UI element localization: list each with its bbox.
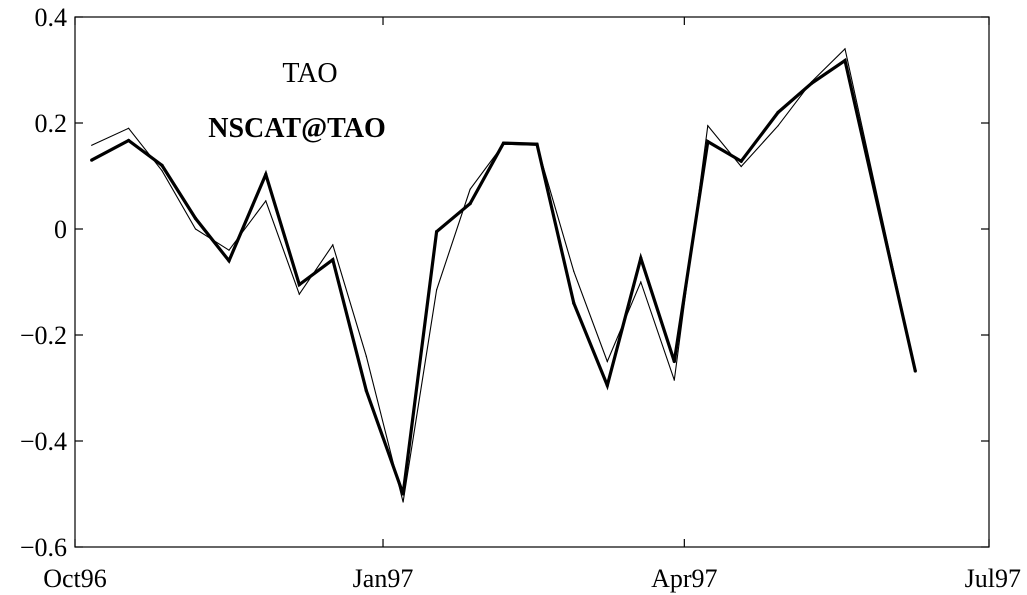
data-point-nscat-tao [913, 369, 917, 373]
data-point-nscat-tao [90, 158, 94, 162]
data-point-tao [128, 127, 130, 129]
y-tick-label: −0.2 [20, 321, 67, 350]
data-point-nscat-tao [227, 259, 231, 263]
y-tick-label: −0.4 [20, 427, 67, 456]
x-tick-label: Apr97 [651, 564, 717, 593]
data-point-nscat-tao [605, 383, 609, 387]
data-point-tao [573, 270, 575, 272]
data-point-nscat-tao [810, 81, 814, 85]
data-point-nscat-tao [639, 256, 643, 260]
legend-entry-tao: TAO [282, 58, 337, 89]
data-point-nscat-tao [297, 283, 301, 287]
legend: TAO NSCAT@TAO [208, 58, 385, 144]
data-point-nscat-tao [468, 202, 472, 206]
series-line-tao [91, 47, 916, 503]
data-point-nscat-tao [843, 58, 847, 63]
data-point-tao [228, 249, 230, 251]
data-point-nscat-tao [401, 492, 405, 496]
data-point-tao [606, 360, 608, 363]
data-point-nscat-tao [535, 142, 539, 146]
legend-entry-nscat-tao: NSCAT@TAO [208, 113, 385, 144]
data-point-tao [469, 188, 471, 190]
x-axis: Oct96 Jan97 Apr97 Jul97 [43, 17, 1021, 593]
series-line-nscat-tao [90, 57, 917, 495]
data-point-nscat-tao [776, 110, 780, 114]
data-point-tao [332, 244, 334, 246]
data-point-nscat-tao [127, 138, 131, 143]
y-tick-label: 0.2 [35, 109, 68, 138]
x-tick-label: Oct96 [43, 564, 107, 593]
data-point-tao [707, 125, 709, 127]
data-point-nscat-tao [706, 140, 710, 144]
plot-frame [74, 16, 990, 548]
y-tick-label: 0 [54, 215, 67, 244]
data-point-nscat-tao [672, 359, 676, 364]
data-point-nscat-tao [739, 159, 743, 163]
data-point-nscat-tao [572, 301, 576, 305]
data-point-tao [298, 293, 300, 295]
data-point-nscat-tao [160, 163, 164, 167]
data-point-nscat-tao [264, 172, 268, 176]
data-point-tao [194, 228, 197, 230]
y-axis: 0.4 0.2 0 −0.2 −0.4 −0.6 [20, 3, 989, 562]
x-tick-label: Jan97 [353, 564, 414, 593]
data-point-tao [161, 170, 163, 172]
data-point-tao [91, 144, 93, 146]
y-tick-label: −0.6 [20, 533, 67, 562]
data-point-nscat-tao [331, 258, 335, 262]
x-tick-label: Jul97 [965, 564, 1021, 593]
data-point-tao [436, 289, 438, 291]
data-point-tao [740, 165, 742, 168]
data-point-nscat-tao [193, 216, 198, 220]
data-point-nscat-tao [364, 389, 368, 393]
data-point-nscat-tao [435, 230, 439, 234]
data-point-tao [365, 355, 367, 357]
data-point-tao [844, 48, 846, 50]
series-layer [90, 47, 917, 503]
data-point-tao [640, 281, 642, 283]
data-point-nscat-tao [501, 141, 506, 145]
y-tick-label: 0.4 [35, 3, 68, 32]
data-point-tao [673, 379, 675, 381]
data-point-tao [265, 200, 267, 202]
data-point-tao [402, 501, 404, 503]
data-point-tao [777, 125, 779, 127]
